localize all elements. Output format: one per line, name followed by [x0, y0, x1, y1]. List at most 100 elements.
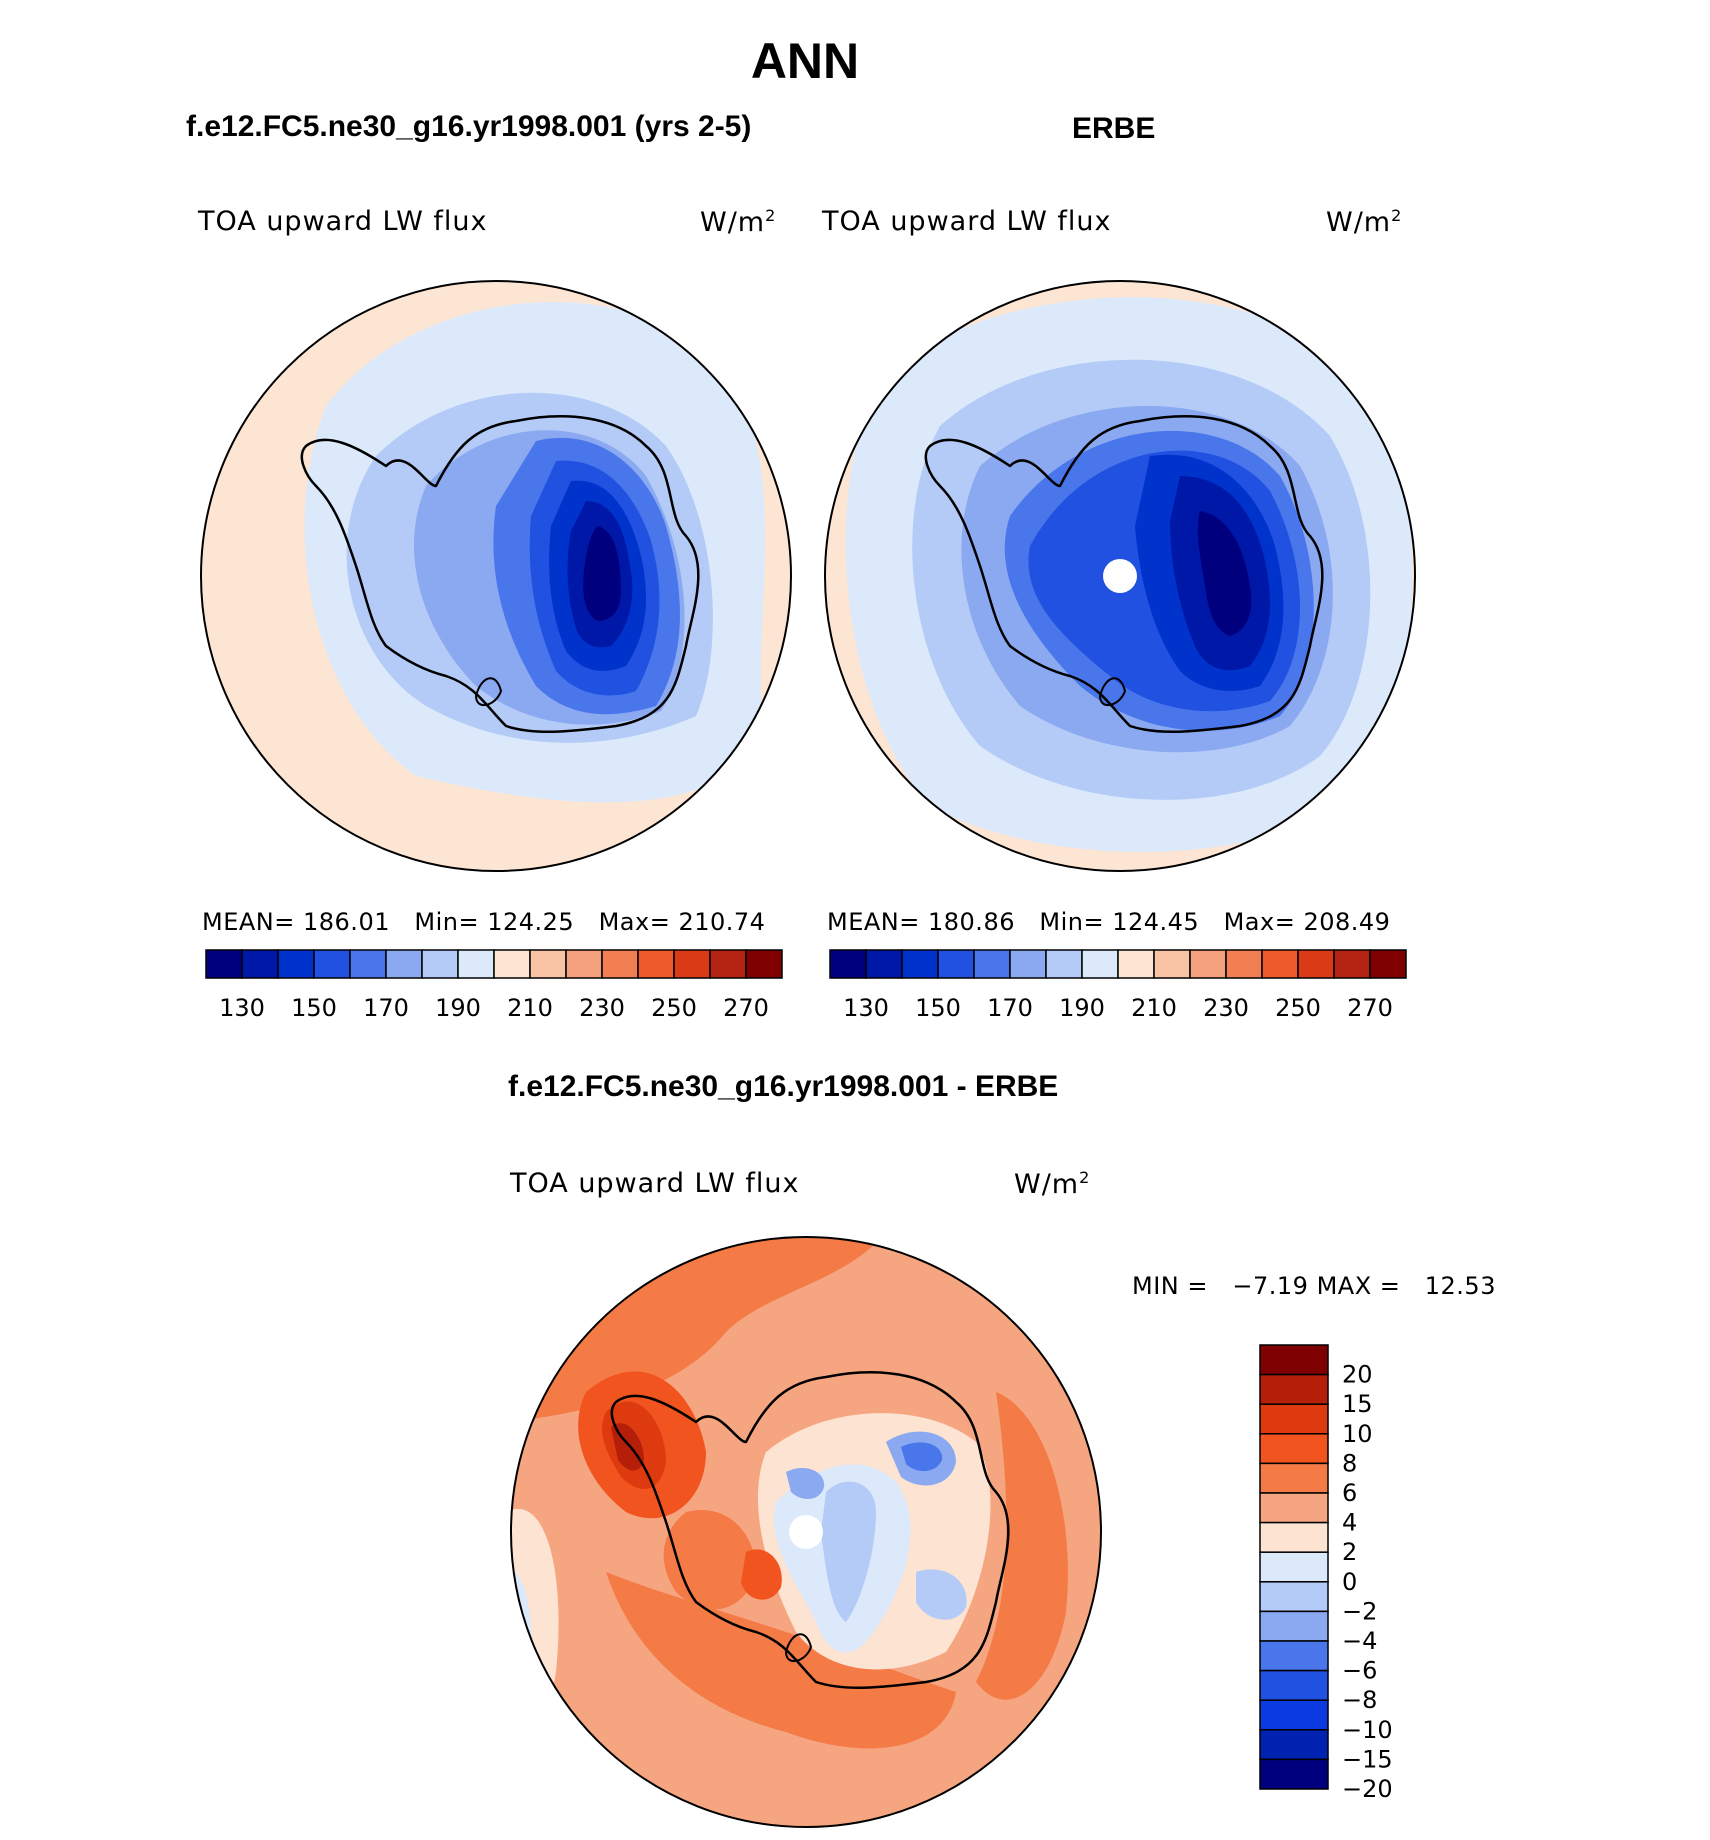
colorbar-tick-label: −10	[1342, 1716, 1393, 1744]
max-value: 210.74	[678, 908, 766, 936]
colorbar-tick-label: 0	[1342, 1568, 1357, 1596]
diff-min-value: −7.19	[1232, 1272, 1309, 1300]
colorbar-box	[1117, 949, 1155, 979]
panel-obs-variable-label: TOA upward LW flux	[822, 206, 1112, 237]
colorbar-tick-label: 270	[723, 994, 769, 1022]
colorbar-box	[1259, 1403, 1329, 1435]
colorbar-box	[829, 949, 867, 979]
colorbar-box	[1261, 949, 1299, 979]
diff-max-label: MAX =	[1316, 1272, 1401, 1300]
mean-label: MEAN=	[202, 908, 295, 936]
diff-subtitle: f.e12.FC5.ne30_g16.yr1998.001 - ERBE	[508, 1070, 1059, 1103]
colorbar-box	[385, 949, 423, 979]
colorbar-tick-label: −2	[1342, 1597, 1377, 1625]
colorbar-box	[457, 949, 495, 979]
colorbar-box	[1153, 949, 1191, 979]
colorbar-tick-label: 190	[1059, 994, 1105, 1022]
colorbar-box	[1259, 1729, 1329, 1761]
colorbar-tick-label: 130	[219, 994, 265, 1022]
colorbar-tick-label: 270	[1347, 994, 1393, 1022]
colorbar-tick-label: −6	[1342, 1657, 1377, 1685]
colorbar-tick-label: 230	[579, 994, 625, 1022]
diff-max-value: 12.53	[1424, 1272, 1496, 1300]
map-difference	[510, 1236, 1102, 1828]
colorbar-box	[709, 949, 747, 979]
colorbar-tick-label: 8	[1342, 1449, 1357, 1477]
diff-min-label: MIN =	[1132, 1272, 1208, 1300]
colorbar-tick-label: 4	[1342, 1509, 1357, 1537]
colorbar-box	[1259, 1433, 1329, 1465]
colorbar-tick-label: 10	[1342, 1420, 1373, 1448]
colorbar-box	[349, 949, 387, 979]
panel-obs-subtitle: ERBE	[1072, 112, 1156, 145]
colorbar-box	[313, 949, 351, 979]
colorbar-box	[937, 949, 975, 979]
diff-min-max: MIN = −7.19 MAX = 12.53	[1132, 1272, 1496, 1300]
colorbar-box	[1081, 949, 1119, 979]
colorbar-tick-label: 170	[363, 994, 409, 1022]
colorbar-tick-label: 190	[435, 994, 481, 1022]
colorbar-box	[1259, 1699, 1329, 1731]
colorbar-tick-label: 20	[1342, 1361, 1373, 1389]
map-model	[200, 280, 792, 872]
mean-value: 180.86	[928, 908, 1015, 936]
colorbar-box	[1369, 949, 1407, 979]
colorbar-box	[865, 949, 903, 979]
diff-variable-label: TOA upward LW flux	[510, 1168, 800, 1199]
colorbar-tick-label: 2	[1342, 1538, 1357, 1566]
colorbar-tick-label: 130	[843, 994, 889, 1022]
min-value: 124.45	[1112, 908, 1200, 936]
panel-obs-stats: MEAN= 180.86 Min= 124.45 Max= 208.49	[827, 908, 1390, 936]
colorbar-box	[1045, 949, 1083, 979]
min-value: 124.25	[487, 908, 575, 936]
panel-model-subtitle: f.e12.FC5.ne30_g16.yr1998.001 (yrs 2-5)	[186, 110, 752, 143]
colorbar-box	[1259, 1551, 1329, 1583]
colorbar-box	[1259, 1521, 1329, 1553]
colorbar-box	[1259, 1669, 1329, 1701]
panel-obs-units: W/m2	[1326, 206, 1403, 238]
colorbar-box	[1225, 949, 1263, 979]
colorbar-tick-label: 15	[1342, 1390, 1373, 1418]
max-value: 208.49	[1303, 908, 1391, 936]
colorbar-tick-label: 6	[1342, 1479, 1357, 1507]
colorbar-box	[673, 949, 711, 979]
colorbar-box	[205, 949, 243, 979]
colorbar-box	[1259, 1758, 1329, 1790]
max-label: Max=	[598, 908, 671, 936]
colorbar-tick-label: 150	[291, 994, 337, 1022]
colorbar-box	[1259, 1492, 1329, 1524]
colorbar-box	[637, 949, 675, 979]
colorbar-box	[745, 949, 783, 979]
colorbar-box	[601, 949, 639, 979]
colorbar-box	[1259, 1462, 1329, 1494]
colorbar-box	[1259, 1640, 1329, 1672]
mean-value: 186.01	[303, 908, 390, 936]
colorbar-tick-label: 250	[651, 994, 697, 1022]
diff-units: W/m2	[1014, 1168, 1091, 1200]
colorbar-tick-label: 250	[1275, 994, 1321, 1022]
colorbar-box	[901, 949, 939, 979]
colorbar-box	[1009, 949, 1047, 979]
panel-model-variable-label: TOA upward LW flux	[198, 206, 488, 237]
colorbar-box	[1259, 1373, 1329, 1405]
min-label: Min=	[1039, 908, 1105, 936]
colorbar-tick-label: 210	[1131, 994, 1177, 1022]
min-label: Min=	[414, 908, 480, 936]
colorbar-box	[973, 949, 1011, 979]
colorbar-tick-label: −8	[1342, 1686, 1377, 1714]
max-label: Max=	[1223, 908, 1296, 936]
colorbar-box	[1259, 1344, 1329, 1376]
colorbar-tick-label: 170	[987, 994, 1033, 1022]
mean-label: MEAN=	[827, 908, 920, 936]
colorbar-tick-label: −15	[1342, 1745, 1393, 1773]
colorbar-tick-label: 210	[507, 994, 553, 1022]
figure-title: ANN	[750, 33, 860, 89]
colorbar-box	[1333, 949, 1371, 979]
map-obs	[824, 280, 1416, 872]
colorbar-box	[1259, 1610, 1329, 1642]
colorbar-box	[493, 949, 531, 979]
panel-model-units: W/m2	[700, 206, 777, 238]
colorbar-box	[565, 949, 603, 979]
colorbar-model: 130 150 170 190 210 230 250 270	[205, 949, 783, 1022]
colorbar-tick-label: −20	[1342, 1775, 1393, 1803]
